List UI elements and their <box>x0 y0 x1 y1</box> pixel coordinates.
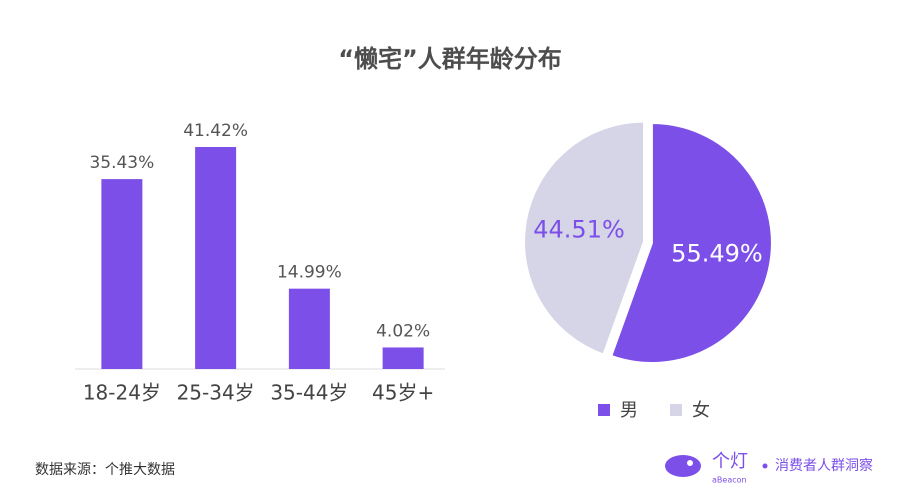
x-tick-label: 18-24岁 <box>83 381 161 405</box>
legend-label: 男 <box>620 400 638 421</box>
pie-slice <box>610 122 773 364</box>
logo-eye <box>687 460 693 466</box>
logo-icon <box>665 455 701 477</box>
value-label: 41.42% <box>183 121 248 141</box>
logo: 个灯 aBeacon 消费者人群洞察 <box>665 451 873 485</box>
bar <box>288 288 330 369</box>
value-label: 4.02% <box>376 321 430 341</box>
x-tick-label: 45岁+ <box>372 381 434 405</box>
pie-slice <box>523 120 646 356</box>
value-label: 14.99% <box>277 263 342 283</box>
x-tick-label: 25-34岁 <box>177 381 255 405</box>
slice-label: 55.49% <box>671 239 763 267</box>
logo-dot <box>762 463 768 469</box>
legend-swatch <box>670 404 682 416</box>
bar <box>101 179 143 369</box>
logo-slogan: 消费者人群洞察 <box>775 457 873 474</box>
bar <box>195 147 237 369</box>
legend-label: 女 <box>692 400 710 421</box>
legend-swatch <box>598 404 610 416</box>
logo-name: 个灯 <box>712 451 748 472</box>
bar <box>382 347 424 369</box>
title: “懒宅”人群年龄分布 <box>338 45 562 73</box>
x-tick-label: 35-44岁 <box>270 381 348 405</box>
logo-sub: aBeacon <box>712 476 747 485</box>
source: 数据来源：个推大数据 <box>35 462 175 478</box>
slice-label: 44.51% <box>533 215 625 243</box>
value-label: 35.43% <box>89 153 154 173</box>
